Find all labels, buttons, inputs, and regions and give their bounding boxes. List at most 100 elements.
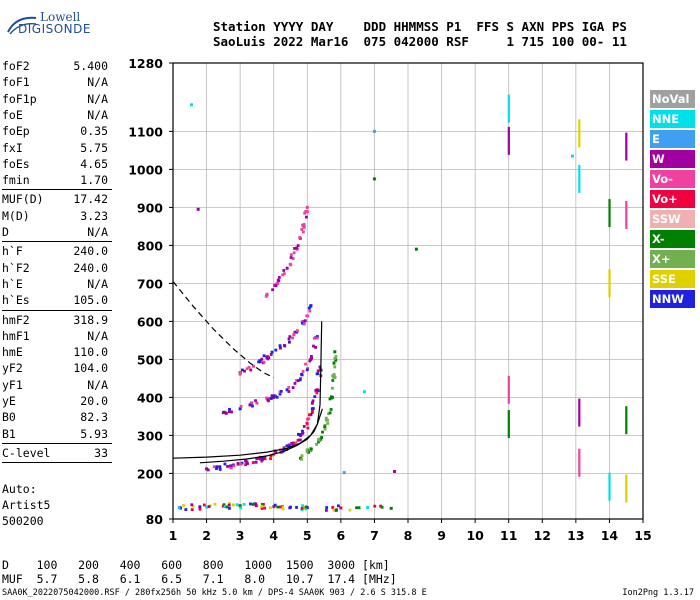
echo-mark	[278, 344, 282, 348]
echo-mark	[304, 507, 308, 511]
echo-mark	[288, 335, 292, 339]
echo-mark	[292, 332, 296, 336]
param-label: foEp	[2, 124, 30, 139]
echo-mark	[323, 427, 327, 431]
echo-mark	[273, 503, 277, 507]
echo-mark	[333, 356, 337, 360]
echo-mark	[285, 266, 289, 270]
echo-mark	[296, 432, 300, 436]
echo-mark	[270, 350, 274, 354]
echo-mark	[285, 388, 289, 392]
echo-mark	[255, 457, 259, 461]
param-value: N/A	[87, 107, 108, 122]
legend-item-e: E	[650, 130, 695, 148]
echo-mark	[213, 502, 217, 506]
echo-mark	[301, 504, 304, 508]
param-row-b0: B0 82.3	[2, 409, 108, 425]
echo-mark	[263, 457, 267, 461]
model-trace	[172, 408, 323, 459]
x-tick-label: 11	[500, 528, 517, 543]
echo-mark	[625, 201, 628, 229]
echo-mark	[314, 388, 318, 392]
echo-mark	[305, 449, 309, 453]
echo-mark	[222, 411, 226, 414]
param-label: foE	[2, 107, 23, 122]
legend-item-ssw: SSW	[650, 210, 695, 228]
header-values: SaoLuis 2022 Mar16 075 042000 RSF 1 715 …	[213, 34, 635, 49]
echo-mark	[254, 504, 258, 508]
echo-mark	[236, 462, 240, 465]
legend-item-nne: NNE	[650, 110, 695, 128]
echo-mark	[232, 503, 235, 507]
param-row-fof1p: foF1p N/A	[2, 91, 108, 107]
echo-mark	[250, 401, 254, 405]
echo-mark	[321, 430, 324, 434]
echo-mark	[288, 340, 291, 344]
x-tick-label: 7	[370, 528, 379, 543]
param-row-md: M(D) 3.23	[2, 208, 108, 224]
param-row-fof2: foF2 5.400	[2, 58, 108, 74]
echo-mark	[293, 330, 297, 334]
plot-curves	[172, 281, 323, 464]
echo-mark	[608, 472, 611, 501]
echo-mark	[305, 421, 309, 425]
echo-mark	[246, 462, 249, 466]
echo-mark	[310, 401, 314, 405]
echo-mark	[282, 446, 286, 450]
echo-mark	[578, 448, 581, 477]
echo-mark	[325, 506, 329, 509]
echo-mark	[228, 407, 231, 411]
echo-mark	[302, 322, 306, 326]
echo-mark	[507, 375, 510, 404]
param-row-hmf2: hmF2 318.9	[2, 312, 108, 328]
echo-mark	[227, 503, 231, 507]
echo-mark	[275, 395, 279, 399]
echo-mark	[255, 401, 259, 405]
echo-mark	[261, 502, 264, 506]
echo-mark	[305, 368, 309, 372]
echo-mark	[625, 406, 628, 435]
distance-muf-table: D 100 200 400 600 800 1000 1500 3000 [km…	[2, 558, 397, 586]
echo-mark	[311, 407, 315, 410]
echo-mark	[266, 398, 270, 402]
param-label: hmF1	[2, 328, 30, 343]
trace-verticals	[507, 94, 628, 503]
param-label: h`F2	[2, 260, 30, 275]
y-tick-label: 1000	[128, 162, 163, 177]
echo-mark	[301, 321, 304, 325]
echo-mark	[249, 502, 252, 506]
echo-mark	[190, 508, 194, 512]
param-label: h`F	[2, 244, 23, 259]
echo-mark	[318, 365, 322, 369]
echo-mark	[337, 504, 340, 508]
echo-mark	[182, 504, 185, 507]
trace-4-hop	[264, 205, 309, 298]
logo-line2: DIGISONDE	[18, 22, 91, 36]
echo-mark	[287, 337, 291, 341]
echo-mark	[266, 357, 270, 361]
echo-mark	[300, 372, 303, 376]
echo-mark	[316, 389, 320, 393]
x-tick-label: 9	[437, 528, 446, 543]
echo-mark	[251, 503, 255, 506]
echo-mark	[507, 410, 510, 438]
echo-mark	[342, 471, 346, 475]
trace-es	[177, 501, 393, 512]
x-tick-label: 14	[601, 528, 619, 543]
echo-mark	[300, 320, 304, 324]
echo-mark	[296, 438, 300, 442]
param-value: 33	[94, 445, 108, 460]
echo-mark	[324, 418, 328, 422]
y-tick-label: 900	[137, 200, 163, 215]
param-label: foF2	[2, 59, 30, 73]
logo-swoosh-icon	[7, 16, 37, 35]
echo-mark	[267, 396, 271, 400]
x-tick-label: 4	[269, 528, 278, 543]
echo-mark	[232, 464, 236, 468]
y-tick-label: 800	[137, 238, 163, 253]
echo-mark	[248, 403, 252, 407]
echo-mark	[269, 454, 273, 458]
plot-marks	[177, 94, 628, 512]
echo-mark	[608, 199, 611, 228]
x-tick-label: 13	[567, 528, 584, 543]
